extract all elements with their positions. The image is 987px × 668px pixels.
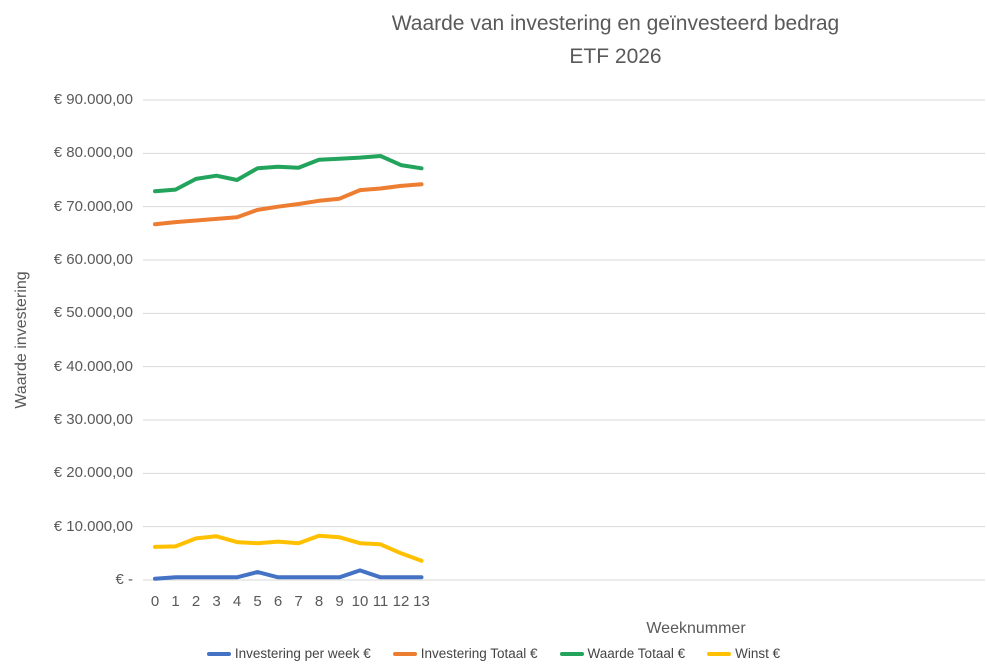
x-tick-label: 9	[335, 593, 344, 610]
legend-item: Winst €	[707, 646, 780, 661]
x-tick-label: 6	[273, 593, 283, 610]
x-tick-label: 4	[232, 593, 242, 610]
x-axis-title: Weeknummer	[646, 620, 746, 637]
legend-line-marker	[392, 651, 417, 656]
series-line-investering-totaal	[153, 182, 424, 227]
y-tick-label: € 30.000,00	[53, 411, 133, 428]
legend-label: Winst €	[735, 646, 781, 661]
y-tick-label: € 10.000,00	[53, 517, 133, 535]
legend-line-marker	[707, 651, 732, 656]
legend-label: Investering per week €	[234, 646, 371, 661]
y-tick-label: € 90.000,00	[53, 91, 133, 108]
x-tick-label: 2	[191, 593, 201, 610]
x-tick-label: 10	[351, 593, 369, 610]
y-tick-label: € -	[115, 571, 133, 588]
y-tick-label: € 40.000,00	[53, 357, 133, 375]
series-line-investering-per-week	[153, 568, 424, 581]
y-tick-label: € 70.000,00	[53, 197, 133, 215]
x-tick-label: 8	[314, 593, 324, 610]
x-tick-label: 12	[392, 593, 410, 610]
series-line-winst	[153, 533, 424, 563]
legend-item: Investering Totaal €	[392, 646, 538, 661]
chart-legend: Investering per week € Investering Totaal…	[0, 646, 987, 661]
legend-label: Waarde Totaal €	[587, 646, 686, 661]
series-line-waarde-totaal	[153, 154, 424, 194]
legend-label: Investering Totaal €	[420, 646, 538, 661]
y-axis-title: Waarde investering	[13, 271, 30, 409]
chart-title-line2: ETF 2026	[569, 44, 662, 68]
y-tick-label: € 20.000,00	[53, 464, 133, 482]
x-tick-label: 1	[171, 593, 180, 610]
y-tick-label: € 50.000,00	[53, 304, 133, 322]
x-tick-label: 0	[150, 593, 160, 610]
x-tick-label: 11	[372, 593, 389, 610]
legend-item: Waarde Totaal €	[559, 646, 686, 661]
x-tick-label: 13	[413, 593, 430, 610]
x-tick-label: 5	[253, 593, 262, 610]
legend-line-marker	[559, 651, 584, 656]
x-tick-label: 7	[294, 593, 303, 610]
x-tick-label: 3	[212, 593, 221, 610]
chart-title: Waarde van investering en geïnvesteerd b…	[122, 8, 987, 73]
y-tick-label: € 60.000,00	[53, 251, 133, 268]
chart-title-line1: Waarde van investering en geïnvesteerd b…	[391, 12, 840, 35]
legend-item: Investering per week €	[206, 646, 371, 661]
y-tick-label: € 80.000,00	[53, 144, 133, 162]
legend-line-marker	[206, 651, 231, 656]
